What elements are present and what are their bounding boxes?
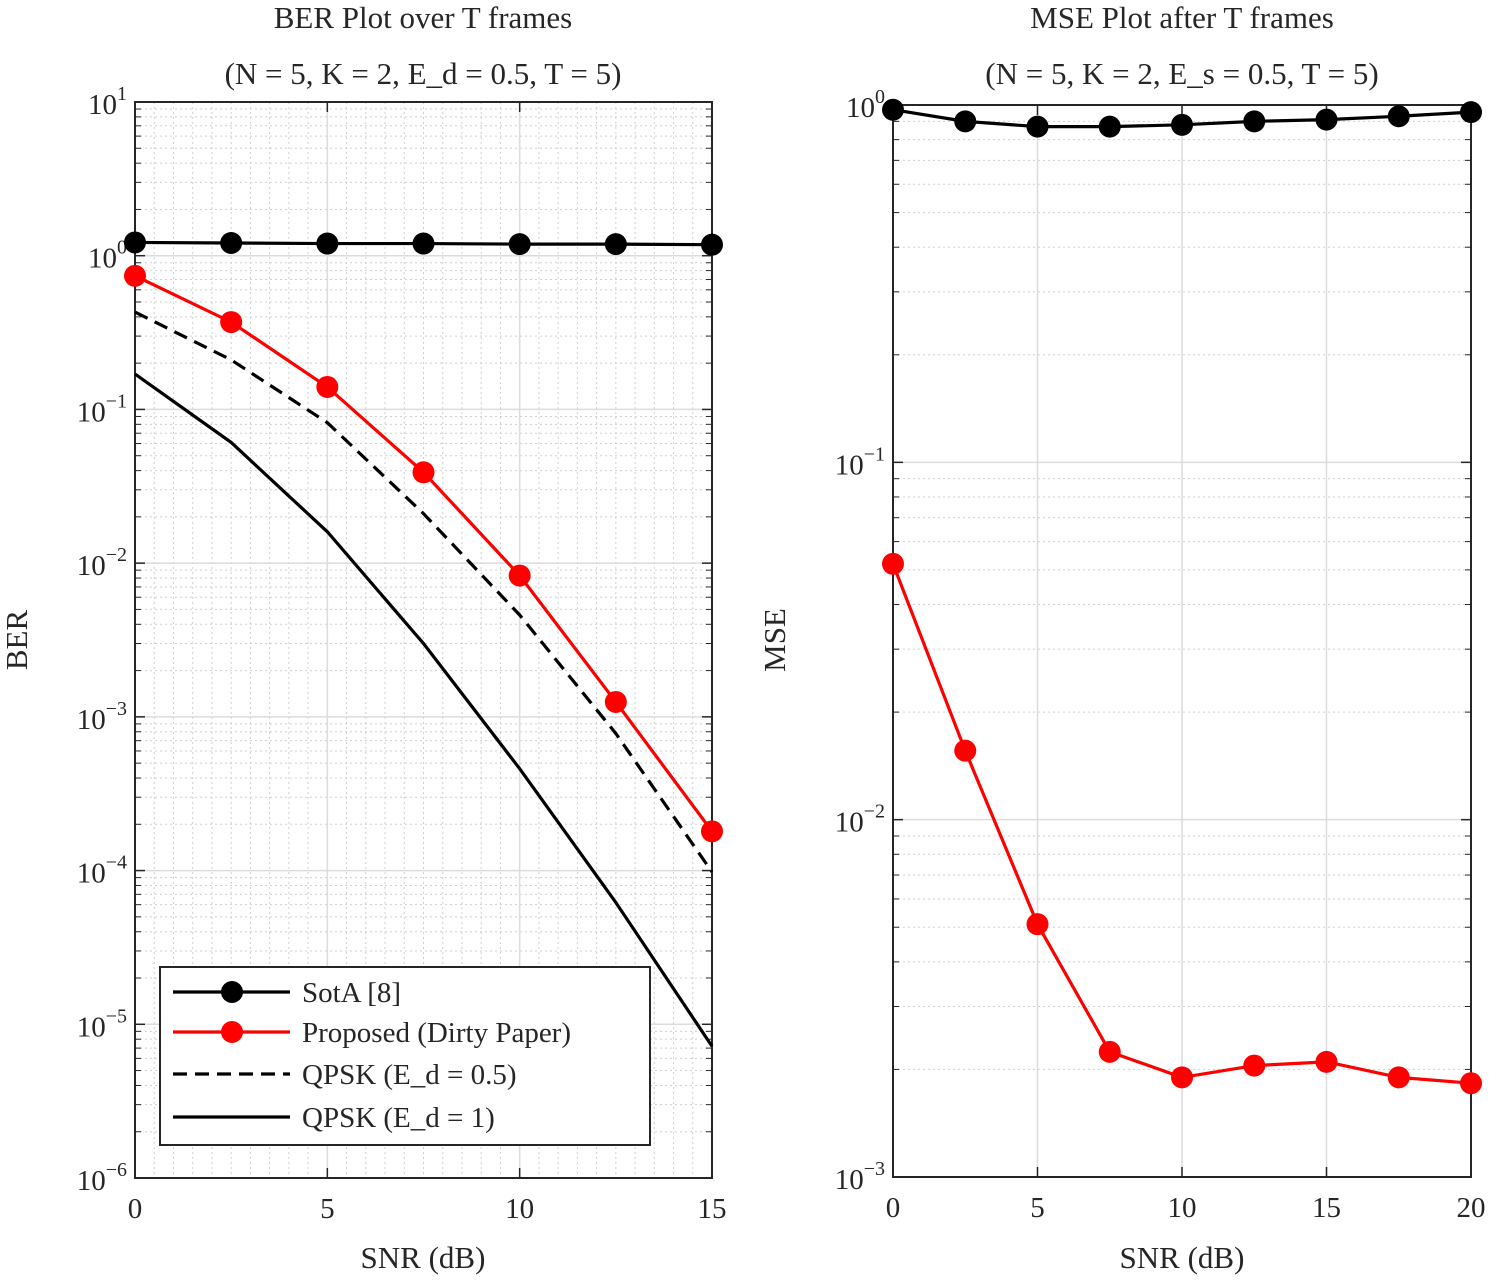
y-tick-label: 100 <box>88 237 127 275</box>
data-point <box>882 98 904 121</box>
legend-marker <box>221 1021 243 1043</box>
mse-xlabel: SNR (dB) <box>1120 1240 1245 1275</box>
y-tick-exponent: −2 <box>864 801 885 823</box>
data-point <box>1315 1050 1338 1073</box>
data-point <box>1243 110 1266 133</box>
legend-label: Proposed (Dirty Paper) <box>302 1017 571 1049</box>
y-tick-label: 10−3 <box>835 1158 885 1196</box>
legend-label: QPSK (E_d = 0.5) <box>302 1059 517 1091</box>
series-3 <box>134 372 714 1048</box>
x-tick-label: 10 <box>1168 1192 1197 1224</box>
x-tick-label: 15 <box>1312 1192 1341 1224</box>
data-point <box>220 311 243 334</box>
y-tick-exponent: 1 <box>117 83 127 105</box>
y-tick-label: 101 <box>88 83 127 121</box>
series-0 <box>882 98 1482 138</box>
data-point <box>604 233 627 256</box>
ber-xlabel: SNR (dB) <box>361 1240 486 1275</box>
series-1 <box>124 264 723 843</box>
data-point <box>412 461 435 484</box>
series-2 <box>134 310 714 873</box>
grid <box>892 104 1472 1178</box>
y-tick-exponent: −6 <box>106 1159 127 1181</box>
x-tick-label: 0 <box>886 1192 901 1224</box>
series-0 <box>124 231 723 256</box>
y-tick-label: 10−5 <box>77 1005 127 1043</box>
axes-box <box>134 101 713 1179</box>
mse-plot: MSE Plot after T frames (N = 5, K = 2, E… <box>757 0 1486 1275</box>
x-tick-label: 15 <box>698 1193 727 1225</box>
data-point <box>954 110 977 133</box>
y-tick-label: 100 <box>846 86 885 124</box>
y-tick-exponent: −5 <box>106 1005 127 1027</box>
data-point <box>1098 115 1121 138</box>
axes-box <box>892 104 1472 1178</box>
data-point <box>1026 913 1049 936</box>
data-point <box>1387 1066 1410 1089</box>
data-point <box>412 232 435 255</box>
x-tick-label: 0 <box>128 1193 143 1225</box>
data-point <box>604 690 627 713</box>
y-tick-label: 10−4 <box>77 852 127 890</box>
y-tick-exponent: −2 <box>106 544 127 566</box>
data-point <box>1387 105 1410 128</box>
data-point <box>701 233 723 256</box>
y-tick-label: 10−6 <box>77 1159 127 1197</box>
legend-label: QPSK (E_d = 1) <box>302 1102 495 1134</box>
x-tick-label: 5 <box>320 1193 335 1225</box>
data-point <box>124 231 146 254</box>
y-tick-label: 10−2 <box>835 801 885 839</box>
mse-ylabel: MSE <box>757 608 792 672</box>
x-tick-label: 5 <box>1030 1192 1045 1224</box>
data-point <box>316 232 339 255</box>
y-tick-exponent: −3 <box>106 698 127 720</box>
y-tick-exponent: 0 <box>875 86 885 108</box>
data-point <box>882 552 904 575</box>
x-tick-label: 10 <box>505 1193 534 1225</box>
data-point <box>701 820 723 843</box>
series-line <box>134 310 714 873</box>
data-point <box>316 375 339 398</box>
data-point <box>1026 115 1049 138</box>
data-point <box>954 739 977 762</box>
data-point <box>1243 1054 1266 1077</box>
y-tick-label: 10−1 <box>835 443 885 481</box>
legend: SotA [8] Proposed (Dirty Paper) QPSK (E_d … <box>159 966 651 1146</box>
ber-subtitle: (N = 5, K = 2, E_d = 0.5, T = 5) <box>225 56 622 91</box>
ber-plot: BER Plot over T frames (N = 5, K = 2, E_… <box>0 0 727 1275</box>
ber-ylabel: BER <box>0 610 34 671</box>
y-tick-exponent: 0 <box>117 237 127 259</box>
data-point <box>1171 113 1193 136</box>
series-1 <box>882 552 1482 1095</box>
y-tick-label: 10−1 <box>77 390 127 428</box>
y-tick-exponent: −1 <box>864 443 885 465</box>
data-point <box>1315 108 1338 131</box>
mse-title: MSE Plot after T frames <box>1030 0 1334 35</box>
data-point <box>1460 1072 1482 1095</box>
data-point <box>508 564 531 587</box>
ber-title: BER Plot over T frames <box>274 0 573 35</box>
data-point <box>1098 1040 1121 1063</box>
y-tick-label: 10−2 <box>77 544 127 582</box>
legend-marker <box>221 981 243 1003</box>
data-point <box>508 233 531 256</box>
series-line <box>134 372 714 1048</box>
mse-subtitle: (N = 5, K = 2, E_s = 0.5, T = 5) <box>985 56 1378 91</box>
y-tick-label: 10−3 <box>77 698 127 736</box>
y-tick-exponent: −3 <box>864 1158 885 1180</box>
data-point <box>124 264 146 287</box>
legend-label: SotA [8] <box>302 977 401 1009</box>
y-tick-exponent: −4 <box>106 852 127 874</box>
data-point <box>1460 101 1482 124</box>
x-tick-label: 20 <box>1457 1192 1486 1224</box>
data-point <box>1171 1066 1193 1089</box>
data-point <box>220 231 243 254</box>
y-tick-exponent: −1 <box>106 390 127 412</box>
